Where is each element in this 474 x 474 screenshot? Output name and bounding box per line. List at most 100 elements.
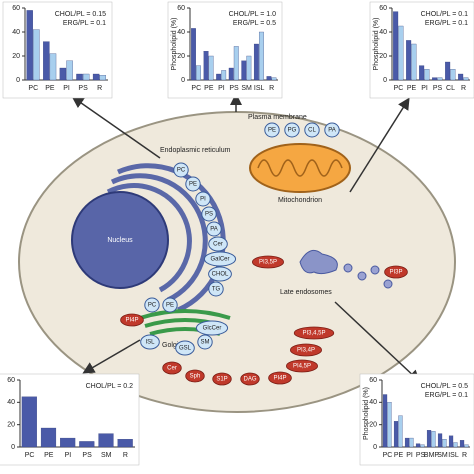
x-tick-label: PE [407, 85, 417, 92]
lipid-bubble [284, 122, 300, 138]
label: Mitochondrion [278, 197, 322, 204]
x-tick-label: PC [191, 85, 201, 92]
x-tick-label: SM [437, 452, 448, 459]
bar [387, 402, 392, 448]
x-tick-label: PS [229, 85, 239, 92]
bar [411, 43, 417, 81]
lipid-bubble [195, 191, 211, 207]
lipid-bubble [293, 326, 335, 340]
bar [409, 437, 414, 448]
x-tick-label: R [461, 85, 466, 92]
bar [253, 43, 259, 81]
lipid-label: PE [189, 182, 197, 188]
x-tick-label: PE [204, 85, 214, 92]
lipid-label: PI4P [273, 376, 286, 382]
label: Golgi [162, 342, 179, 349]
lipid-bubble [175, 340, 195, 356]
x-tick-label: R [269, 85, 274, 92]
bar [196, 65, 201, 81]
x-tick-label: R [462, 452, 467, 459]
bar [448, 435, 454, 448]
lipid-bubble [208, 266, 232, 282]
bar [426, 430, 432, 448]
x-tick-label: ISL [254, 85, 265, 92]
bar [228, 67, 234, 81]
y-tick-label: 40 [379, 29, 387, 36]
bar [26, 10, 33, 81]
lipid-label: Sph [190, 374, 201, 380]
bar [424, 69, 430, 81]
bar [393, 421, 399, 448]
bar [92, 73, 100, 81]
y-axis-label: Phospholipid (%) [171, 18, 178, 71]
x-tick-label: PS [82, 452, 92, 459]
y-tick-label: 60 [12, 5, 20, 12]
lipid-bubble [140, 334, 160, 350]
vesicles [343, 263, 393, 289]
bar-chart: 0 20 40 60 Phospholipid (%) PC PE PI PS CL R CHOL/P… [369, 1, 474, 99]
endosome [299, 249, 338, 275]
bar [66, 60, 73, 81]
lipid-bubble [285, 359, 318, 373]
bar [404, 437, 410, 448]
x-tick-label: PS [433, 85, 443, 92]
x-tick-label: ISL [448, 452, 459, 459]
nucleus [71, 191, 169, 289]
bar [43, 41, 50, 81]
bar [21, 396, 37, 448]
y-tick-label: 20 [177, 53, 185, 60]
bar [437, 433, 443, 448]
lipid-bubble [201, 206, 217, 222]
bar [246, 55, 252, 81]
x-tick-label: PI [421, 85, 428, 92]
lipid-bubble [251, 255, 284, 269]
lipid-label: PI3,4P [297, 348, 315, 354]
bar [233, 46, 239, 81]
lipid-label: Cer [167, 366, 177, 372]
x-tick-label: PS [78, 85, 88, 92]
y-tick-label: 40 [369, 399, 377, 406]
bar [432, 77, 438, 81]
lipid-bubble [289, 343, 322, 357]
lipid-label: PI [200, 197, 206, 203]
bar [463, 77, 469, 81]
y-tick-label: 20 [379, 53, 387, 60]
bar-chart: 0 20 40 60 PC PE PI PS SM R CHOL/PL = 0.2 [0, 373, 140, 466]
x-tick-label: R [97, 85, 102, 92]
lipid-label: PI3,4,5P [302, 331, 325, 337]
bar [98, 433, 114, 448]
y-tick-label: 20 [12, 53, 20, 60]
lipid-label: PI4,5P [293, 364, 311, 370]
label: Endoplasmic reticulum [160, 147, 231, 154]
bar [49, 53, 57, 81]
lipid-bubble [264, 122, 280, 138]
lipid-label: PI3P [389, 270, 402, 276]
bar [458, 73, 464, 81]
lipid-label: PA [210, 227, 218, 233]
lipid-bubble [144, 297, 160, 313]
lipid-label: SM [201, 340, 210, 346]
lipid-label: S1P [216, 377, 227, 383]
x-tick-label: SM [101, 452, 112, 459]
lipid-label: PE [268, 128, 276, 134]
annotation: CHOL/PL = 0.1 [421, 11, 469, 18]
label: Late endosomes [280, 289, 332, 296]
x-tick-label: PC [28, 85, 38, 92]
y-tick-label: 0 [373, 444, 377, 451]
x-tick-label: PC [383, 452, 393, 459]
bar [437, 77, 443, 81]
x-tick-label: BMP [424, 452, 440, 459]
y-tick-label: 60 [7, 377, 15, 384]
y-tick-label: 40 [7, 399, 15, 406]
annotation: CHOL/PL = 0.15 [55, 11, 106, 18]
bar [258, 31, 264, 81]
bar [208, 55, 214, 81]
annotation: ERG/PL = 0.1 [63, 20, 106, 27]
lipid-label: PA [328, 128, 336, 134]
lipid-bubble [162, 361, 182, 375]
y-tick-label: 0 [11, 444, 15, 451]
lipid-bubble [208, 281, 224, 297]
lipid-bubble [324, 122, 340, 138]
lipid-bubble [197, 334, 213, 350]
